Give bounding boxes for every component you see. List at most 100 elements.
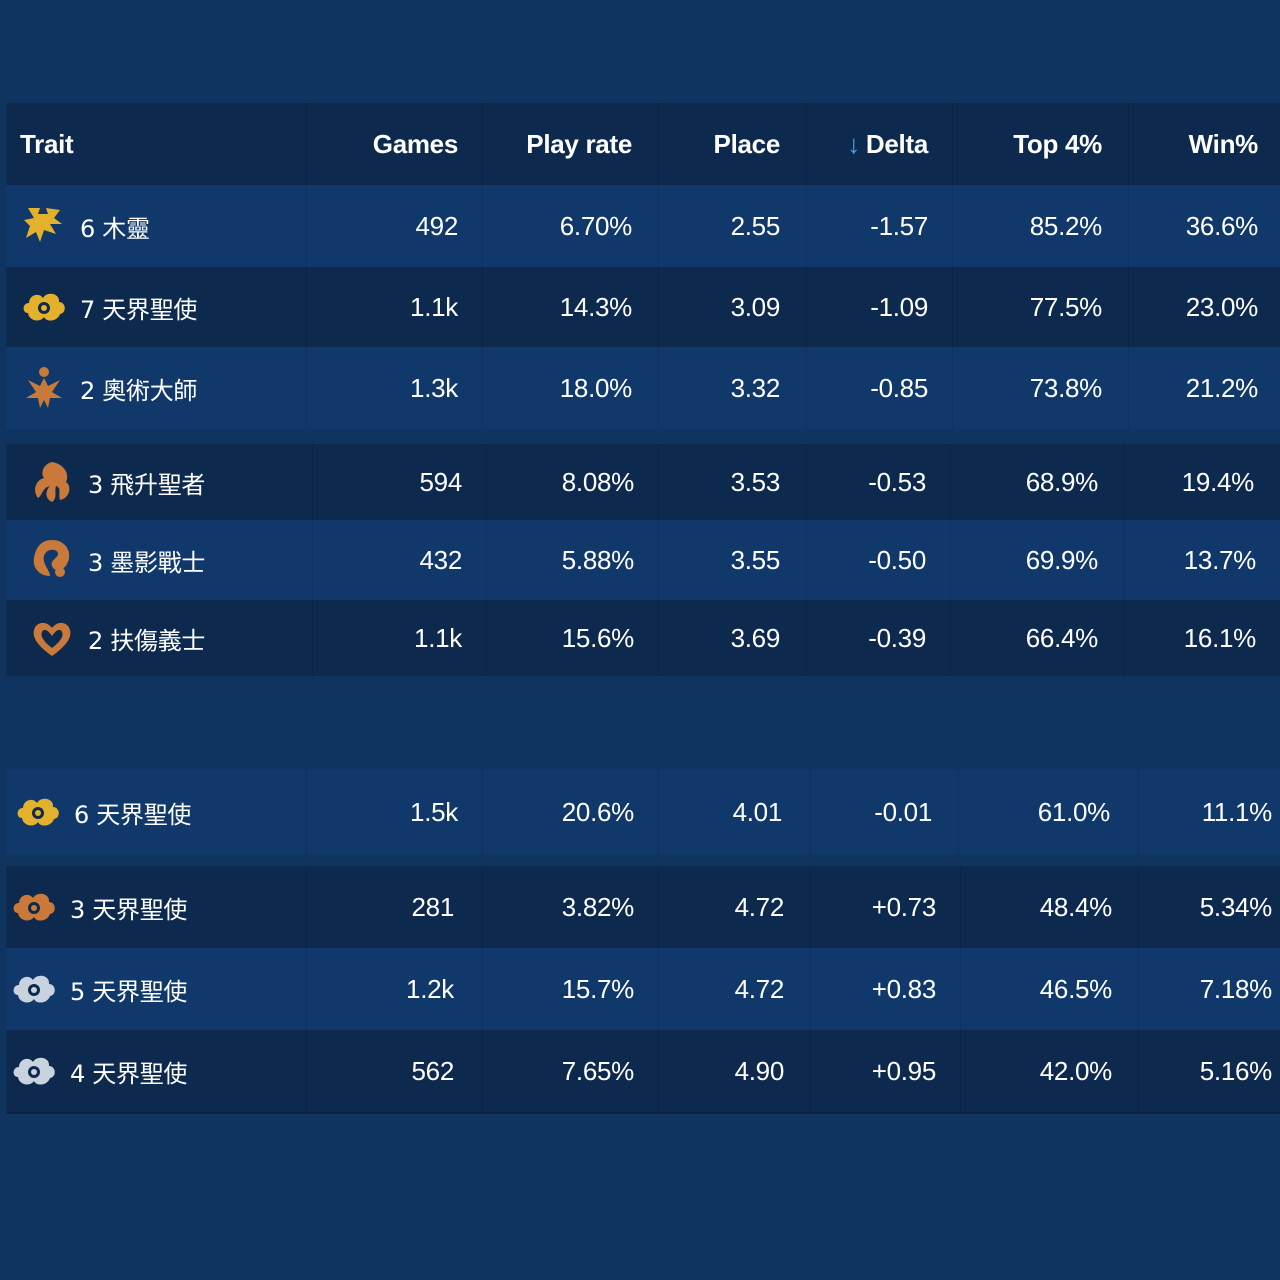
trait-cell: 3 飛升聖者	[6, 444, 312, 520]
top4-cell: 68.9%	[950, 444, 1098, 520]
trait-cell: 6 木靈	[6, 185, 306, 267]
games-cell: 1.2k	[306, 948, 454, 1030]
table-row[interactable]: 7 天界聖使 1.1k 14.3% 3.09 -1.09 77.5% 23.0%	[6, 267, 1280, 347]
play-rate-cell: 3.82%	[482, 866, 634, 948]
delta-cell: -1.57	[806, 185, 928, 267]
trait-name: 6 天界聖使	[74, 800, 192, 829]
table-header: Trait Games Play rate Place ↓ Delta Top …	[6, 103, 1280, 185]
table-row[interactable]: 3 飛升聖者 594 8.08% 3.53 -0.53 68.9% 19.4%	[6, 444, 1280, 520]
delta-cell: -0.50	[806, 520, 926, 600]
games-cell: 562	[306, 1030, 454, 1112]
games-cell: 281	[306, 866, 454, 948]
win-cell: 5.34%	[1138, 866, 1272, 948]
play-rate-cell: 14.3%	[482, 267, 632, 347]
header-top4[interactable]: Top 4%	[952, 103, 1102, 185]
play-rate-cell: 15.6%	[486, 600, 634, 676]
ascendant-bronze-icon	[28, 458, 76, 506]
place-cell: 3.53	[658, 444, 780, 520]
delta-cell: +0.95	[810, 1030, 936, 1112]
win-cell: 23.0%	[1128, 267, 1258, 347]
table-row[interactable]: 6 天界聖使 1.5k 20.6% 4.01 -0.01 61.0% 11.1%	[6, 770, 1280, 854]
place-cell: 2.55	[658, 185, 780, 267]
trait-cell: 2 奧術大師	[6, 347, 306, 429]
win-cell: 36.6%	[1128, 185, 1258, 267]
trait-cell: 7 天界聖使	[6, 267, 306, 347]
play-rate-cell: 7.65%	[482, 1030, 634, 1112]
win-cell: 5.16%	[1138, 1030, 1272, 1112]
win-cell: 13.7%	[1124, 520, 1256, 600]
top4-cell: 69.9%	[950, 520, 1098, 600]
celestial-silver-icon	[10, 965, 58, 1013]
top4-cell: 85.2%	[952, 185, 1102, 267]
play-rate-cell: 8.08%	[486, 444, 634, 520]
delta-cell: -0.39	[806, 600, 926, 676]
table-row[interactable]: 3 天界聖使 281 3.82% 4.72 +0.73 48.4% 5.34%	[6, 866, 1280, 948]
trait-name: 3 墨影戰士	[88, 548, 206, 577]
top4-cell: 61.0%	[958, 770, 1110, 854]
header-delta[interactable]: ↓ Delta	[806, 103, 928, 185]
place-cell: 4.72	[658, 866, 784, 948]
trait-cell: 2 扶傷義士	[6, 600, 312, 676]
header-place[interactable]: Place	[658, 103, 780, 185]
trait-name: 3 飛升聖者	[88, 470, 206, 499]
top4-cell: 48.4%	[960, 866, 1112, 948]
arrow-down-icon: ↓	[847, 128, 860, 159]
arcanist-bronze-icon	[20, 364, 68, 412]
games-cell: 1.1k	[306, 267, 458, 347]
delta-cell: -0.85	[806, 347, 928, 429]
header-trait[interactable]: Trait	[20, 128, 74, 159]
top4-cell: 46.5%	[960, 948, 1112, 1030]
celestial-gold-icon	[20, 283, 68, 331]
trait-cell: 3 墨影戰士	[6, 520, 312, 600]
trait-cell: 5 天界聖使	[6, 948, 306, 1030]
games-cell: 1.3k	[306, 347, 458, 429]
trait-cell: 4 天界聖使	[6, 1030, 306, 1112]
play-rate-cell: 6.70%	[482, 185, 632, 267]
trait-cell: 3 天界聖使	[6, 866, 306, 948]
win-cell: 11.1%	[1138, 770, 1272, 854]
win-cell: 16.1%	[1124, 600, 1256, 676]
top4-cell: 66.4%	[950, 600, 1098, 676]
delta-cell: +0.83	[810, 948, 936, 1030]
trait-name: 2 奧術大師	[80, 376, 198, 405]
place-cell: 4.90	[658, 1030, 784, 1112]
header-play-rate[interactable]: Play rate	[482, 103, 632, 185]
place-cell: 3.32	[658, 347, 780, 429]
delta-cell: -0.53	[806, 444, 926, 520]
top4-cell: 42.0%	[960, 1030, 1112, 1112]
play-rate-cell: 20.6%	[482, 770, 634, 854]
celestial-bronze-icon	[10, 883, 58, 931]
header-win[interactable]: Win%	[1128, 103, 1258, 185]
header-delta-label: Delta	[865, 128, 928, 159]
delta-cell: -0.01	[810, 770, 932, 854]
place-cell: 4.01	[658, 770, 782, 854]
win-cell: 21.2%	[1128, 347, 1258, 429]
header-games[interactable]: Games	[306, 103, 458, 185]
table-row[interactable]: 5 天界聖使 1.2k 15.7% 4.72 +0.83 46.5% 7.18%	[6, 948, 1280, 1030]
trait-cell: 6 天界聖使	[6, 770, 306, 854]
games-cell: 1.5k	[306, 770, 458, 854]
table-bottom-divider	[6, 1112, 1280, 1114]
trait-name: 6 木靈	[80, 214, 150, 243]
table-row[interactable]: 2 扶傷義士 1.1k 15.6% 3.69 -0.39 66.4% 16.1%	[6, 600, 1280, 676]
play-rate-cell: 18.0%	[482, 347, 632, 429]
table-row[interactable]: 2 奧術大師 1.3k 18.0% 3.32 -0.85 73.8% 21.2%	[6, 347, 1280, 429]
games-cell: 1.1k	[312, 600, 462, 676]
celestial-gold-icon	[14, 788, 62, 836]
place-cell: 3.69	[658, 600, 780, 676]
place-cell: 4.72	[658, 948, 784, 1030]
table-row[interactable]: 4 天界聖使 562 7.65% 4.90 +0.95 42.0% 5.16%	[6, 1030, 1280, 1112]
delta-cell: -1.09	[806, 267, 928, 347]
table-row[interactable]: 3 墨影戰士 432 5.88% 3.55 -0.50 69.9% 13.7%	[6, 520, 1280, 600]
inkshadow-bronze-icon	[28, 536, 76, 584]
games-cell: 432	[312, 520, 462, 600]
delta-cell: +0.73	[810, 866, 936, 948]
place-cell: 3.55	[658, 520, 780, 600]
heart-bronze-icon	[28, 614, 76, 662]
top4-cell: 73.8%	[952, 347, 1102, 429]
play-rate-cell: 5.88%	[486, 520, 634, 600]
table-row[interactable]: 6 木靈 492 6.70% 2.55 -1.57 85.2% 36.6%	[6, 185, 1280, 267]
trait-name: 2 扶傷義士	[88, 626, 206, 655]
trait-name: 5 天界聖使	[70, 977, 188, 1006]
wood-spirit-gold-icon	[20, 202, 68, 250]
